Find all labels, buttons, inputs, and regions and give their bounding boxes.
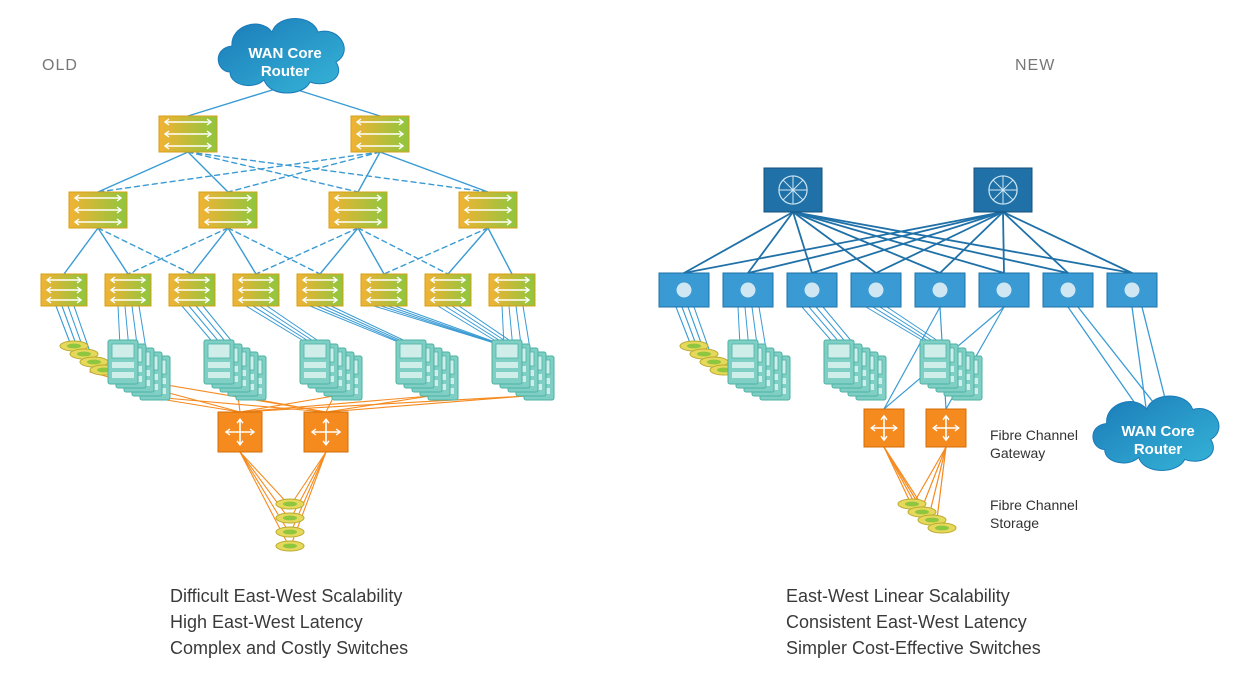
old-caption-line: High East-West Latency <box>170 612 363 632</box>
fc-switch-icon <box>304 412 348 452</box>
server-group-icon <box>204 340 266 400</box>
legacy-switch-icon <box>41 274 87 306</box>
server-group-icon <box>728 340 790 400</box>
old-header: OLD <box>42 57 78 74</box>
legacy-switch-icon <box>169 274 215 306</box>
svg-text:Router: Router <box>261 63 309 80</box>
leaf-switch-icon <box>851 273 901 307</box>
legacy-switch-icon <box>105 274 151 306</box>
server-group-icon <box>920 340 982 400</box>
network-diagram: OLDWAN CoreRouterDifficult East-West Sca… <box>0 0 1250 675</box>
leaf-switch-icon <box>1107 273 1157 307</box>
legacy-switch-icon <box>159 116 217 152</box>
fc-gateway-label: Gateway <box>990 445 1045 461</box>
leaf-switch-icon <box>787 273 837 307</box>
fc-switch-icon <box>926 409 966 447</box>
legacy-switch-icon <box>361 274 407 306</box>
new-caption-line: Simpler Cost-Effective Switches <box>786 638 1041 658</box>
fc-switch-icon <box>218 412 262 452</box>
svg-text:WAN Core: WAN Core <box>1121 423 1194 440</box>
leaf-switch-icon <box>915 273 965 307</box>
cloud-icon: WAN CoreRouter <box>1093 396 1219 471</box>
old-lines <box>56 86 531 548</box>
old-caption-line: Difficult East-West Scalability <box>170 586 402 606</box>
server-group-icon <box>824 340 886 400</box>
svg-text:WAN Core: WAN Core <box>248 45 321 62</box>
svg-text:Router: Router <box>1134 441 1182 458</box>
new-header: NEW <box>1015 57 1055 74</box>
storage-stack-icon <box>898 499 956 533</box>
leaf-switch-icon <box>1043 273 1093 307</box>
old-caption-line: Complex and Costly Switches <box>170 638 408 658</box>
spine-switch-icon <box>974 168 1032 212</box>
server-group-icon <box>492 340 554 400</box>
legacy-switch-icon <box>297 274 343 306</box>
legacy-switch-icon <box>351 116 409 152</box>
legacy-switch-icon <box>69 192 127 228</box>
leaf-switch-icon <box>659 273 709 307</box>
fc-gateway-label: Fibre Channel <box>990 427 1078 443</box>
server-group-icon <box>300 340 362 400</box>
fc-storage-label: Storage <box>990 515 1039 531</box>
new-caption-line: Consistent East-West Latency <box>786 612 1027 632</box>
server-group-icon <box>396 340 458 400</box>
legacy-switch-icon <box>489 274 535 306</box>
new-architecture: NEW Fibre Channel Gateway WAN CoreRouter Fib… <box>659 57 1219 658</box>
legacy-switch-icon <box>233 274 279 306</box>
legacy-switch-icon <box>459 192 517 228</box>
leaf-switch-icon <box>979 273 1029 307</box>
legacy-switch-icon <box>425 274 471 306</box>
cloud-icon: WAN CoreRouter <box>218 19 344 94</box>
storage-stack-icon <box>276 499 304 551</box>
legacy-switch-icon <box>199 192 257 228</box>
server-group-icon <box>108 340 170 400</box>
new-caption-line: East-West Linear Scalability <box>786 586 1010 606</box>
leaf-switch-icon <box>723 273 773 307</box>
spine-switch-icon <box>764 168 822 212</box>
fc-storage-label: Fibre Channel <box>990 497 1078 513</box>
fc-switch-icon <box>864 409 904 447</box>
legacy-switch-icon <box>329 192 387 228</box>
old-architecture: OLD WAN CoreRouter Difficult East-West Sca… <box>41 19 554 659</box>
